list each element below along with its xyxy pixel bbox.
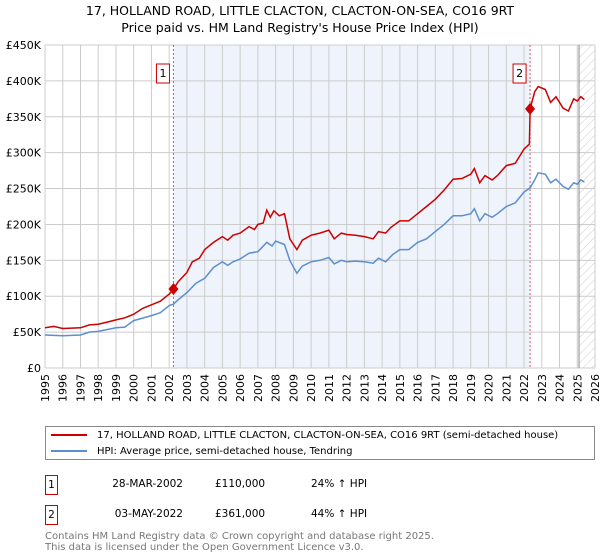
y-tick-label: £250K [6,183,42,196]
transaction-price: £361,000 [215,508,266,520]
legend-item-hpi: HPI: Average price, semi-detached house,… [51,443,352,459]
footer: Contains HM Land Registry data © Crown c… [45,531,434,553]
legend-item-property: 17, HOLLAND ROAD, LITTLE CLACTON, CLACTO… [51,427,558,443]
y-tick-label: £400K [6,75,42,88]
transaction-date: 28-MAR-2002 [112,478,183,490]
y-tick-label: £150K [6,254,42,267]
x-tick-label: 1997 [74,374,87,402]
hpi-line [44,171,585,337]
x-tick-label: 2014 [376,374,389,402]
transaction-date: 03-MAY-2022 [114,508,183,520]
transaction-hpi: 44% ↑ HPI [311,508,368,520]
footer-copyright: Contains HM Land Registry data © Crown c… [45,531,434,542]
legend-label-hpi: HPI: Average price, semi-detached house,… [97,445,353,457]
x-tick-label: 2021 [500,374,513,402]
y-tick-label: £0 [27,362,41,375]
x-tick-label: 2024 [554,374,567,402]
x-tick-label: 2009 [287,374,300,402]
x-tick-label: 1996 [57,374,70,402]
price-chart: 1995 1996 1997 1998 1999 2000 2001 2002 2003 2004… [6,39,600,402]
x-tick-label: 2008 [270,374,283,402]
x-tick-label: 2006 [234,374,247,402]
y-tick-label: £100K [6,290,42,303]
chart-title: 17, HOLLAND ROAD, LITTLE CLACTON, CLACTO… [0,2,600,36]
x-tick-label: 2026 [589,374,600,402]
chart-subtitle: Price paid vs. HM Land Registry's House … [121,20,479,35]
transaction-marker: 2 [45,505,58,525]
sale-point [168,283,179,296]
y-tick-label: £350K [6,111,42,124]
x-tick-label: 2019 [465,374,478,402]
x-tick-label: 2016 [412,374,425,402]
x-tick-label: 1999 [110,374,123,402]
x-tick-label: 2007 [252,374,265,402]
x-tick-label: 2017 [429,374,442,402]
chart-title-address: 17, HOLLAND ROAD, LITTLE CLACTON, CLACTO… [85,3,515,18]
transaction-price: £110,000 [215,478,266,490]
x-tick-label: 2013 [358,374,371,402]
sale-point [525,102,536,115]
x-tick-label: 2001 [145,374,158,402]
y-tick-label: £50K [13,326,42,339]
transaction-marker: 1 [45,475,58,495]
sale-label-box [512,63,527,84]
x-tick-label: 2025 [571,374,584,402]
x-tick-label: 2018 [447,374,460,402]
x-tick-label: 2002 [163,374,176,402]
sale-label: 2 [516,67,523,80]
x-tick-label: 2010 [305,374,318,402]
ownership-shade [173,45,531,368]
forecast-hatch [579,45,595,368]
x-tick-label: 2022 [518,374,531,402]
x-tick-label: 2012 [341,374,354,402]
legend-swatch-blue [51,450,87,452]
y-tick-label: £450K [6,39,42,52]
x-tick-label: 2004 [199,374,212,402]
y-tick-label: £200K [6,218,42,231]
x-tick-label: 1998 [92,374,105,402]
property-price-line [44,85,585,330]
x-tick-label: 2011 [323,374,336,402]
x-tick-label: 2005 [216,374,229,402]
x-tick-label: 2020 [483,374,496,402]
x-tick-label: 2000 [128,374,141,402]
sale-label: 1 [159,67,166,80]
legend: 17, HOLLAND ROAD, LITTLE CLACTON, CLACTO… [45,426,595,460]
x-tick-label: 2023 [536,374,549,402]
x-tick-label: 1995 [39,374,52,402]
sale-label-box [155,63,170,84]
x-tick-label: 2015 [394,374,407,402]
legend-label-property: 17, HOLLAND ROAD, LITTLE CLACTON, CLACTO… [97,429,559,441]
y-tick-label: £300K [6,147,42,160]
footer-licence: This data is licensed under the Open Gov… [45,541,364,553]
legend-swatch-red [51,434,87,436]
x-tick-label: 2003 [181,374,194,402]
transaction-hpi: 24% ↑ HPI [311,478,368,490]
